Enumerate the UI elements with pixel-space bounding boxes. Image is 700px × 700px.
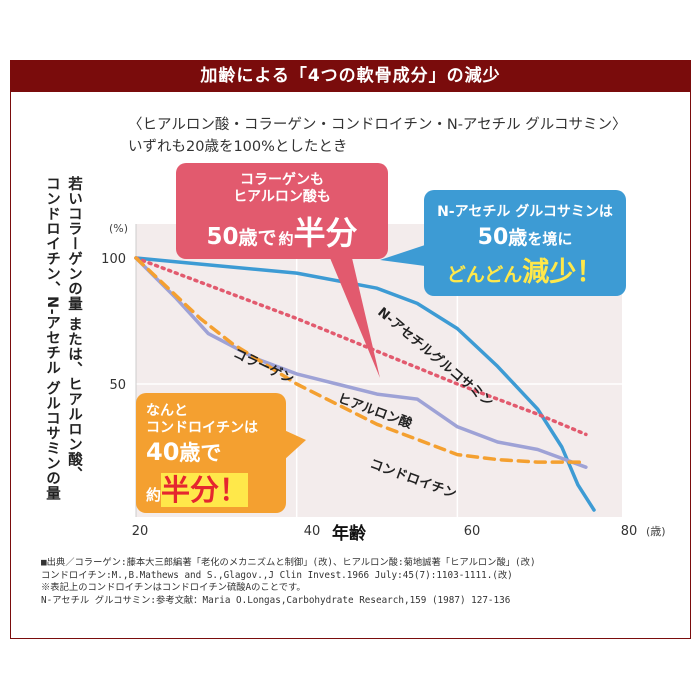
pink-callout-line-1: コラーゲンも	[240, 172, 324, 188]
blue-callout-line-1: N-アセチル グルコサミンは	[437, 204, 613, 220]
blue-callout-dondon: どんどん	[446, 264, 523, 286]
glucosamine-callout: N-アセチル グルコサミンは 50歳を境に どんどん減少！	[424, 190, 626, 296]
series-line-2	[134, 256, 588, 469]
footnote-line: ■出典／コラーゲン:藤本大三郎編著「老化のメカニズムと制御」(改)、ヒアルロン酸…	[41, 557, 536, 568]
y-unit-label: (%)	[109, 222, 128, 235]
series-line-3	[134, 256, 588, 464]
subtitle-line-2: いずれも20歳を100%としたとき	[128, 139, 348, 155]
blue-callout-wo: を境に	[527, 230, 573, 248]
footnote-line: コンドロイチン:M.,B.Mathews and S.,Glagov.,J Cl…	[41, 569, 513, 581]
x-unit-label: (歳)	[646, 525, 666, 538]
blue-callout-age: 50	[477, 225, 509, 250]
orange-callout-line-1: なんと	[146, 403, 188, 419]
pink-callout-sai: 歳で	[238, 227, 277, 249]
chart-title: 加齢による「4つの軟骨成分」の減少	[10, 60, 691, 92]
x-tick-label: 80	[621, 524, 638, 539]
x-tick-label: 20	[132, 524, 149, 539]
orange-callout-line-2: コンドロイチンは	[146, 420, 258, 436]
collagen-callout: コラーゲンも ヒアルロン酸も 50歳で 約半分	[176, 163, 388, 259]
subtitle-line-1: 〈ヒアルロン酸・コラーゲン・コンドロイチン・N-アセチル グルコサミン〉	[128, 117, 627, 133]
pink-callout-line-2: ヒアルロン酸も	[233, 189, 331, 205]
x-tick-label: 40	[304, 524, 321, 539]
blue-callout-gen: 減少！	[522, 257, 604, 288]
y-tick-label: 100	[101, 252, 126, 267]
pink-callout-yaku: 約	[278, 230, 294, 248]
orange-callout-pointer	[284, 430, 306, 460]
x-axis-label: 年齢	[332, 523, 367, 544]
chondroitin-callout: なんと コンドロイチンは 40歳で 約半分！	[136, 393, 286, 513]
pink-callout-han: 半分	[293, 214, 358, 252]
y-tick-label: 50	[109, 378, 126, 393]
x-tick-label: 60	[464, 524, 481, 539]
orange-callout-yaku: 約	[146, 486, 162, 504]
orange-callout-age: 40	[146, 438, 180, 466]
series-line-1	[134, 256, 588, 437]
pink-callout-pointer	[330, 258, 380, 378]
footnote-line: ※表記上のコンドロイチンはコンドロイチン硫酸Aのことです。	[41, 582, 306, 593]
blue-callout-sai: 歳	[508, 227, 528, 249]
orange-callout-han: 半分！	[161, 473, 249, 507]
chart-subtitle: 〈ヒアルロン酸・コラーゲン・コンドロイチン・N-アセチル グルコサミン〉 いずれ…	[128, 114, 626, 158]
y-axis-label-line-1: 若いコラーゲンの量 または、ヒアルロン酸、	[66, 176, 82, 482]
pink-callout-age: 50	[206, 224, 239, 250]
footnote-line: N-アセチル グルコサミン:参考文献：Maria O.Longas,Carboh…	[41, 594, 511, 606]
y-axis-label-line-2: コンドロイチン、N-アセチル グルコサミンの量	[44, 176, 60, 501]
orange-callout-sai: 歳で	[179, 441, 222, 465]
footnotes: ■出典／コラーゲン:藤本大三郎編著「老化のメカニズムと制御」(改)、ヒアルロン酸…	[41, 557, 536, 607]
